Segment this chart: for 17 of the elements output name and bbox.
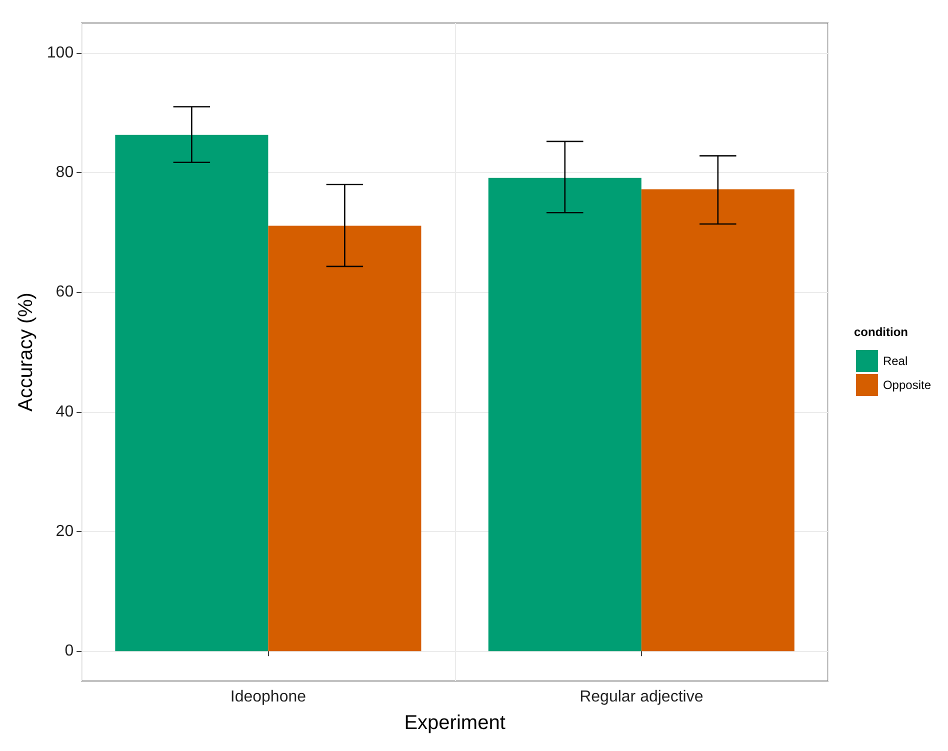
bar [488,178,642,652]
y-tick-label: 60 [56,284,74,301]
bar [115,134,268,652]
bar [268,226,422,652]
y-tick-label: 100 [46,44,74,62]
x-tick-label: Ideophone [230,688,306,706]
bar [641,189,794,652]
legend-label: Opposite [882,378,932,392]
legend-label: Real [882,354,908,368]
x-axis-title: Experiment [404,712,506,734]
y-axis-title: Accuracy (%) [15,292,37,412]
x-tick-label: Regular adjective [580,688,704,706]
y-tick-label: 20 [56,522,74,540]
y-tick-label: 0 [64,642,74,660]
y-tick-label: 80 [56,164,74,182]
y-tick-label: 40 [56,403,74,420]
legend-title: condition [854,325,908,339]
